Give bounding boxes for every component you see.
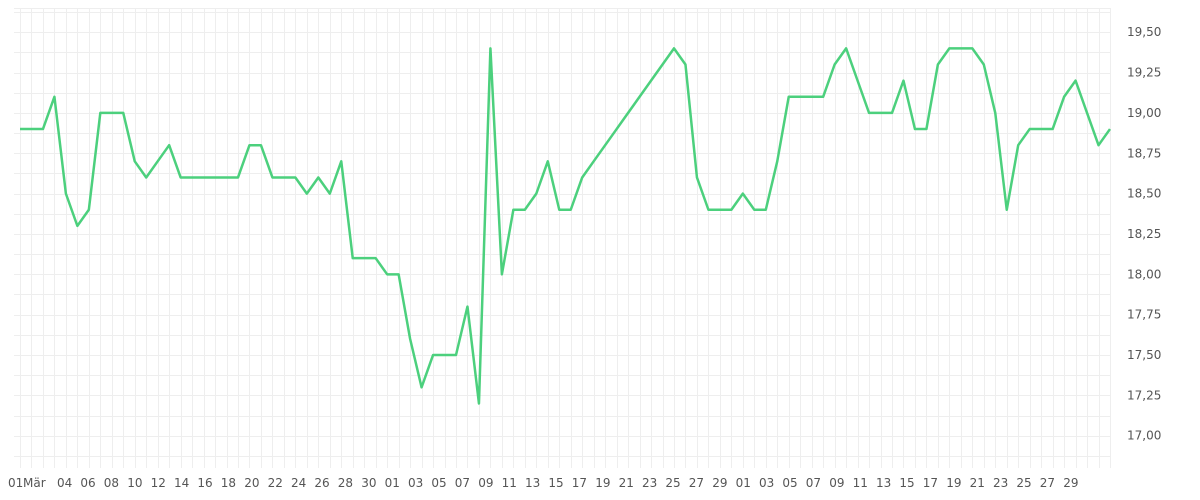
x-tick-label: 20 bbox=[244, 476, 259, 490]
x-tick-label: 30 bbox=[361, 476, 376, 490]
x-tick-label: 09 bbox=[829, 476, 844, 490]
x-tick-label: 05 bbox=[431, 476, 446, 490]
x-tick-label: 21 bbox=[619, 476, 634, 490]
x-tick-label: 21 bbox=[970, 476, 985, 490]
x-tick-label: 19 bbox=[946, 476, 961, 490]
x-tick-label: 17 bbox=[572, 476, 587, 490]
x-tick-label: 23 bbox=[642, 476, 657, 490]
y-tick-label: 19,50 bbox=[1127, 25, 1161, 39]
y-tick-label: 18,75 bbox=[1127, 146, 1161, 160]
x-tick-label: 03 bbox=[408, 476, 423, 490]
x-tick-label: 18 bbox=[221, 476, 236, 490]
x-axis: 01 Mär 04 06 08 10 12 14 16 18 20 22 24 26 28 30 01 03 05 0… bbox=[8, 476, 1078, 490]
x-tick-label: 19 bbox=[595, 476, 610, 490]
x-tick-label: 15 bbox=[548, 476, 563, 490]
x-tick-label: 01 bbox=[736, 476, 751, 490]
series-group bbox=[20, 47, 1112, 405]
y-tick-label: 17,75 bbox=[1127, 308, 1161, 322]
x-tick-label: 22 bbox=[268, 476, 283, 490]
x-tick-label: 25 bbox=[1016, 476, 1031, 490]
y-tick-label: 17,50 bbox=[1127, 348, 1161, 362]
x-tick-label: 15 bbox=[899, 476, 914, 490]
x-tick-label: 04 bbox=[57, 476, 72, 490]
y-tick-label: 19,00 bbox=[1127, 106, 1161, 120]
x-tick-label: 06 bbox=[80, 476, 95, 490]
x-tick-label: 01 bbox=[8, 476, 23, 490]
x-tick-label: 07 bbox=[806, 476, 821, 490]
y-axis: 17,00 17,25 17,50 17,75 18,00 18,25 18,50 18,75… bbox=[1127, 25, 1161, 443]
x-tick-label: 23 bbox=[993, 476, 1008, 490]
x-tick-label: 14 bbox=[174, 476, 189, 490]
x-tick-label: Mär bbox=[23, 476, 46, 490]
x-tick-label: 29 bbox=[1063, 476, 1078, 490]
x-tick-label: 12 bbox=[151, 476, 166, 490]
x-tick-label: 08 bbox=[104, 476, 119, 490]
x-tick-label: 25 bbox=[665, 476, 680, 490]
x-tick-label: 05 bbox=[782, 476, 797, 490]
x-tick-label: 11 bbox=[853, 476, 868, 490]
x-tick-label: 10 bbox=[127, 476, 142, 490]
x-tick-label: 29 bbox=[712, 476, 727, 490]
x-tick-label: 13 bbox=[876, 476, 891, 490]
y-tick-label: 18,00 bbox=[1127, 267, 1161, 281]
x-tick-label: 09 bbox=[478, 476, 493, 490]
x-tick-label: 27 bbox=[1040, 476, 1055, 490]
y-tick-label: 18,50 bbox=[1127, 187, 1161, 201]
y-tick-label: 17,25 bbox=[1127, 388, 1161, 402]
x-tick-label: 24 bbox=[291, 476, 306, 490]
grid bbox=[14, 8, 1111, 468]
y-tick-label: 19,25 bbox=[1127, 66, 1161, 80]
x-tick-label: 01 bbox=[385, 476, 400, 490]
x-tick-label: 13 bbox=[525, 476, 540, 490]
x-tick-label: 26 bbox=[314, 476, 329, 490]
x-tick-label: 17 bbox=[923, 476, 938, 490]
x-tick-label: 07 bbox=[455, 476, 470, 490]
series-line bbox=[20, 47, 1112, 405]
y-tick-label: 17,00 bbox=[1127, 429, 1161, 443]
x-tick-label: 28 bbox=[338, 476, 353, 490]
y-tick-label: 18,25 bbox=[1127, 227, 1161, 241]
x-tick-label: 11 bbox=[502, 476, 517, 490]
x-tick-label: 27 bbox=[689, 476, 704, 490]
x-tick-label: 03 bbox=[759, 476, 774, 490]
x-tick-label: 16 bbox=[197, 476, 212, 490]
